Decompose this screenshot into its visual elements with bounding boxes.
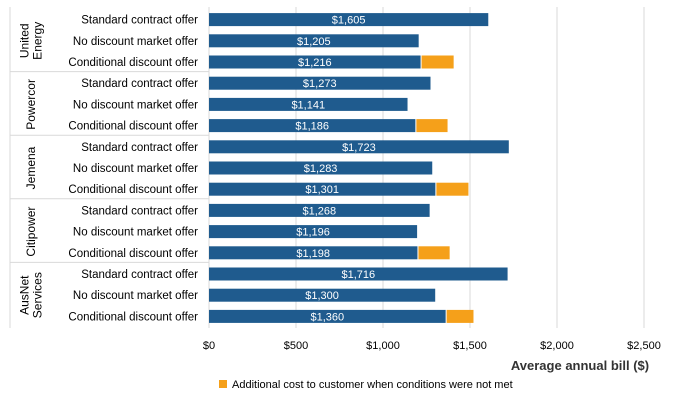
- x-tick-label: $2,500: [627, 340, 661, 352]
- x-axis-title: Average annual bill ($): [511, 358, 649, 373]
- category-label: Standard contract offer: [81, 205, 198, 217]
- category-label: Standard contract offer: [81, 78, 198, 90]
- bar-additional: [446, 309, 474, 323]
- group-label: AusNetServices: [18, 272, 45, 318]
- group-label: Citipower: [24, 207, 38, 257]
- x-tick-label: $1,000: [366, 340, 400, 352]
- x-axis-ticks: $0 $500 $1,000 $1,500 $2,000 $2,500: [203, 340, 661, 352]
- bar-value-label: $1,186: [295, 121, 329, 133]
- legend: Additional cost to customer when conditi…: [219, 379, 513, 391]
- group-label: Jemena: [24, 146, 38, 189]
- category-label: Conditional discount offer: [68, 184, 198, 196]
- x-tick-label: $1,500: [453, 340, 487, 352]
- bar-base: [209, 119, 416, 133]
- bar-base: [209, 76, 431, 90]
- category-label: Standard contract offer: [81, 15, 198, 27]
- category-label: Conditional discount offer: [68, 57, 198, 69]
- bar-value-label: $1,300: [305, 290, 339, 302]
- bar-base: [209, 55, 421, 69]
- bar-value-label: $1,268: [302, 205, 336, 217]
- bar-base: [209, 34, 419, 48]
- bar-value-label: $1,141: [291, 99, 325, 111]
- bar-base: [209, 225, 418, 239]
- group-label: UnitedEnergy: [18, 22, 45, 60]
- bar-base: [209, 267, 508, 281]
- group-labels: UnitedEnergy Powercor Jemena Citipower AusNe…: [18, 22, 45, 318]
- category-label: No discount market offer: [73, 290, 198, 302]
- bars: $1,605$1,205 $1,216 $1,273 $1,141 $1,186 $1,7…: [209, 13, 509, 323]
- bar-value-label: $1,301: [305, 184, 339, 196]
- x-tick-label: $2,000: [540, 340, 574, 352]
- x-tick-label: $500: [284, 340, 308, 352]
- category-label: Conditional discount offer: [68, 248, 198, 260]
- bar-additional: [421, 55, 454, 69]
- category-label: Standard contract offer: [81, 142, 198, 154]
- bar-additional: [416, 119, 448, 133]
- bar-value-label: $1,360: [310, 311, 344, 323]
- bar-value-label: $1,605: [332, 15, 366, 27]
- bar-value-label: $1,283: [304, 163, 338, 175]
- category-label: No discount market offer: [73, 227, 198, 239]
- bar-base: [209, 288, 436, 302]
- bar-base: [209, 309, 446, 323]
- bar-base: [209, 182, 436, 196]
- category-label: No discount market offer: [73, 36, 198, 48]
- bar-value-label: $1,196: [296, 227, 330, 239]
- bar-base: [209, 203, 430, 217]
- bar-value-label: $1,198: [296, 248, 330, 260]
- bar-additional: [436, 182, 469, 196]
- bar-value-label: $1,723: [342, 142, 376, 154]
- legend-swatch-additional: [219, 380, 227, 388]
- bar-base: [209, 246, 418, 260]
- bar-base: [209, 13, 489, 27]
- category-label: Standard contract offer: [81, 269, 198, 281]
- category-label: No discount market offer: [73, 99, 198, 111]
- bar-value-label: $1,273: [303, 78, 337, 90]
- bar-value-label: $1,216: [298, 57, 332, 69]
- bar-value-label: $1,205: [297, 36, 331, 48]
- legend-label-additional: Additional cost to customer when conditi…: [232, 379, 513, 391]
- group-label: Powercor: [24, 79, 38, 130]
- category-labels: Standard contract offer No discount marke…: [68, 15, 198, 324]
- bar-value-label: $1,716: [341, 269, 375, 281]
- bar-additional: [418, 246, 450, 260]
- bar-base: [209, 97, 408, 111]
- x-tick-label: $0: [203, 340, 215, 352]
- category-label: No discount market offer: [73, 163, 198, 175]
- category-label: Conditional discount offer: [68, 121, 198, 133]
- bar-base: [209, 161, 433, 175]
- bar-base: [209, 140, 509, 154]
- category-label: Conditional discount offer: [68, 311, 198, 323]
